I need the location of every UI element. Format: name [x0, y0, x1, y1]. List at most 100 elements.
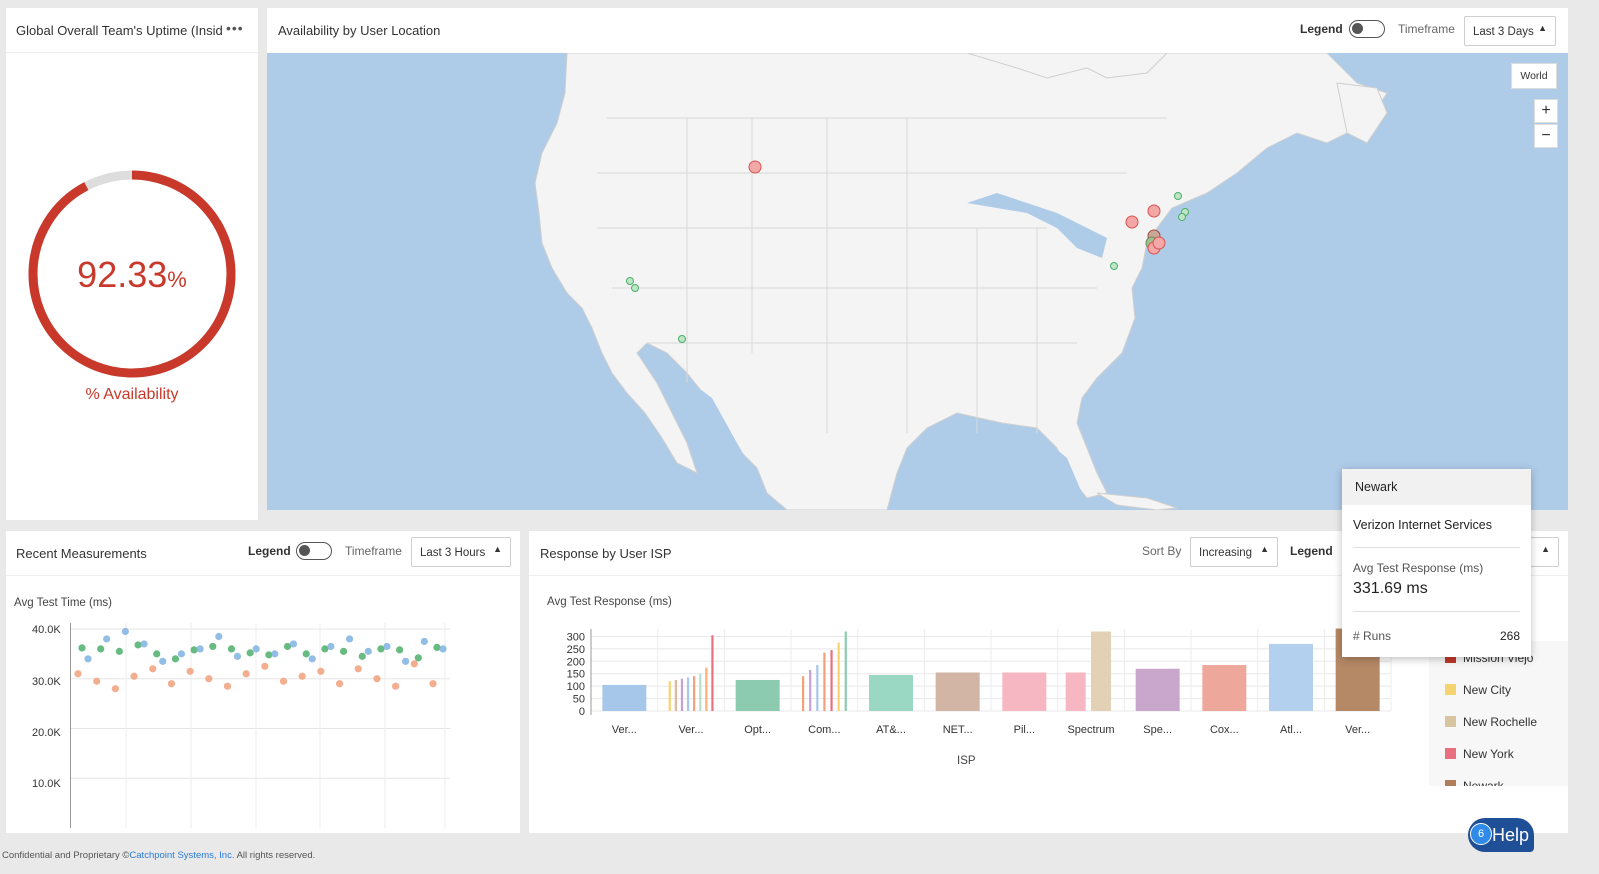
gulf-of-mexico	[897, 428, 1082, 510]
availability-caption: % Availability	[85, 386, 179, 403]
isp-bar[interactable]	[686, 677, 690, 711]
bar-y-tick: 250	[567, 644, 585, 656]
chevron-down-icon: ▲	[1538, 23, 1547, 33]
legend-item[interactable]: New City	[1445, 683, 1511, 697]
scatter-point	[283, 642, 292, 651]
bar-y-tick: 50	[573, 694, 585, 706]
isp-bar[interactable]	[699, 673, 702, 711]
scatter-point	[177, 650, 186, 658]
bar-x-tick: Ver...	[612, 724, 637, 736]
scatter-point	[111, 685, 119, 693]
scatter-point	[429, 680, 437, 688]
isp-bar[interactable]	[1091, 631, 1111, 711]
footer: Confidential and Proprietary ©Catchpoint…	[2, 850, 315, 861]
help-button[interactable]: 6 Help	[1468, 818, 1534, 852]
footer-suffix: All rights reserved.	[234, 850, 316, 861]
isp-bar[interactable]	[816, 665, 819, 711]
bar-x-tick: Spe...	[1143, 724, 1172, 736]
isp-bar[interactable]	[1269, 643, 1313, 711]
chevron-down-icon: ▲	[1541, 544, 1550, 554]
isp-bar[interactable]	[668, 681, 671, 711]
isp-bar[interactable]	[1135, 668, 1180, 711]
map-area[interactable]: World + −	[267, 53, 1568, 510]
isp-bar[interactable]	[869, 674, 913, 711]
legend-item[interactable]: Newark	[1445, 779, 1504, 786]
scatter-point	[345, 635, 354, 643]
sort-by-value: Increasing	[1199, 547, 1253, 559]
bar-x-tick: NET...	[943, 724, 973, 736]
isp-legend-panel: Mission Viejo New City New Rochelle New Yor…	[1429, 641, 1568, 786]
zoom-out-button[interactable]: −	[1534, 124, 1558, 148]
recent-timeframe-select[interactable]: Last 3 Hours ▲	[411, 537, 511, 567]
map-timeframe-label: Timeframe	[1398, 22, 1455, 36]
sort-by-select[interactable]: Increasing ▲	[1190, 537, 1278, 567]
legend-swatch	[1445, 748, 1456, 759]
recent-timeframe-value: Last 3 Hours	[420, 547, 486, 559]
scatter-point	[298, 672, 306, 680]
canada-north	[966, 53, 1168, 79]
isp-bar[interactable]	[823, 652, 826, 711]
cuba	[1096, 492, 1178, 510]
isp-bar[interactable]	[602, 684, 647, 711]
isp-bar[interactable]	[837, 642, 840, 711]
bar-x-tick: AT&...	[876, 724, 906, 736]
scatter-point	[308, 655, 316, 663]
isp-bar[interactable]	[711, 635, 714, 711]
legend-item[interactable]: New York	[1445, 747, 1514, 761]
isp-bar[interactable]	[1065, 672, 1086, 711]
map-legend-toggle[interactable]	[1349, 20, 1385, 38]
isp-panel-title: Response by User ISP	[540, 546, 672, 561]
scatter-point	[410, 660, 418, 668]
toggle-knob	[1352, 23, 1363, 34]
isp-bar[interactable]	[830, 650, 833, 711]
scatter-point	[392, 682, 400, 690]
scatter-point	[354, 665, 362, 673]
scatter-point	[205, 675, 213, 683]
isp-bar[interactable]	[802, 676, 805, 711]
bar-y-tick: 200	[567, 656, 585, 668]
scatter-point	[130, 672, 138, 680]
isp-bar[interactable]	[1202, 665, 1247, 711]
isp-bar[interactable]	[735, 679, 780, 711]
more-options-icon[interactable]: •••	[226, 20, 244, 36]
footer-link[interactable]: Catchpoint Systems, Inc.	[129, 850, 235, 861]
legend-label: New City	[1463, 683, 1512, 697]
scatter-point	[414, 654, 422, 662]
zoom-in-button[interactable]: +	[1534, 99, 1558, 123]
legend-item[interactable]: New Rochelle	[1445, 715, 1537, 729]
bar-x-tick: Cox...	[1210, 724, 1239, 736]
isp-bar[interactable]	[693, 676, 696, 711]
recent-y-axis-title: Avg Test Time (ms)	[14, 597, 112, 609]
world-button[interactable]: World	[1511, 63, 1557, 89]
scatter-point	[439, 645, 447, 653]
scatter-point	[78, 644, 86, 652]
help-badge: 6	[1470, 823, 1492, 845]
scatter-point	[227, 645, 236, 653]
scatter-point	[93, 677, 101, 685]
scatter-point	[103, 635, 111, 643]
baja-water	[687, 383, 772, 510]
isp-bar[interactable]	[705, 667, 708, 711]
scatter-point	[215, 632, 223, 641]
isp-bar[interactable]	[1002, 672, 1047, 711]
tooltip-isp: Verizon Internet Services	[1353, 518, 1492, 532]
bar-x-tick: Ver...	[1345, 724, 1370, 736]
isp-bar[interactable]	[935, 672, 980, 711]
scatter-point	[121, 627, 129, 636]
isp-bar[interactable]	[844, 631, 847, 711]
chevron-down-icon: ▲	[1260, 544, 1269, 554]
scatter-point	[317, 667, 325, 675]
scatter-point	[242, 670, 250, 678]
recent-legend-toggle[interactable]	[296, 542, 332, 560]
map-timeframe-select[interactable]: Last 3 Days ▲	[1464, 16, 1556, 46]
isp-x-axis-title: ISP	[957, 755, 976, 767]
isp-bar[interactable]	[680, 678, 684, 711]
bar-y-tick: 150	[567, 669, 585, 681]
map-panel-title: Availability by User Location	[278, 23, 441, 38]
isp-bar[interactable]	[809, 670, 812, 711]
north-america-map	[534, 53, 1388, 510]
recent-y-tick-1: 40.0K	[32, 624, 61, 636]
state-borders	[597, 117, 1167, 433]
isp-bar[interactable]	[674, 679, 677, 711]
